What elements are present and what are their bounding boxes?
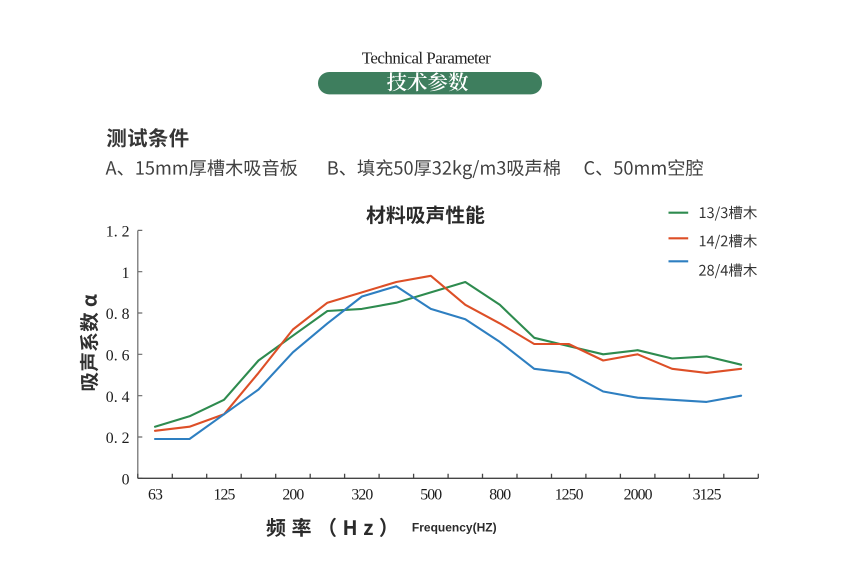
svg-text:0. 2: 0. 2 [106, 430, 130, 447]
svg-text:200: 200 [282, 486, 304, 503]
svg-text:800: 800 [489, 486, 511, 503]
svg-text:63: 63 [148, 486, 163, 503]
svg-text:1250: 1250 [555, 486, 584, 503]
svg-text:Technical Parameter: Technical Parameter [362, 49, 491, 68]
svg-text:500: 500 [420, 486, 442, 503]
svg-text:320: 320 [351, 486, 373, 503]
svg-text:1: 1 [122, 265, 130, 282]
svg-text:0. 4: 0. 4 [106, 389, 130, 406]
svg-text:125: 125 [214, 486, 236, 503]
svg-text:0. 6: 0. 6 [106, 348, 130, 365]
svg-text:2000: 2000 [624, 486, 653, 503]
svg-text:0: 0 [122, 472, 130, 489]
svg-text:Frequency(HZ): Frequency(HZ) [412, 521, 497, 535]
svg-text:1. 2: 1. 2 [106, 224, 130, 241]
svg-text:0. 8: 0. 8 [106, 306, 130, 323]
svg-text:3125: 3125 [693, 486, 722, 503]
